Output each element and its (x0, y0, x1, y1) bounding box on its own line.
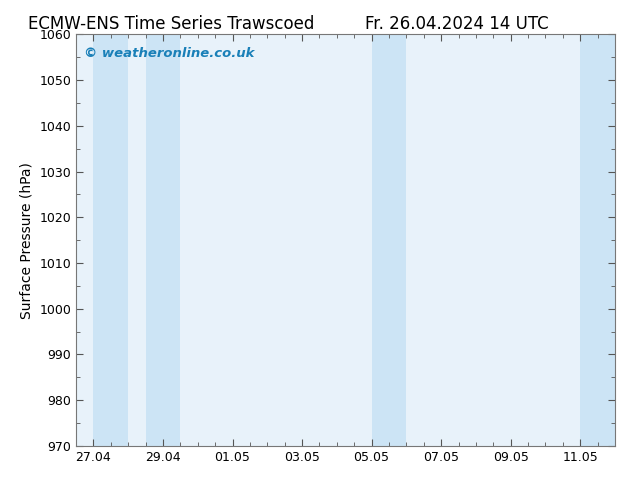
Text: © weatheronline.co.uk: © weatheronline.co.uk (84, 47, 255, 60)
Bar (372, 34, 406, 446)
Bar (93, 34, 128, 446)
Bar (580, 34, 615, 446)
Text: Fr. 26.04.2024 14 UTC: Fr. 26.04.2024 14 UTC (365, 15, 548, 33)
Text: ECMW-ENS Time Series Trawscoed: ECMW-ENS Time Series Trawscoed (28, 15, 314, 33)
Bar (146, 34, 181, 446)
Y-axis label: Surface Pressure (hPa): Surface Pressure (hPa) (20, 162, 34, 318)
